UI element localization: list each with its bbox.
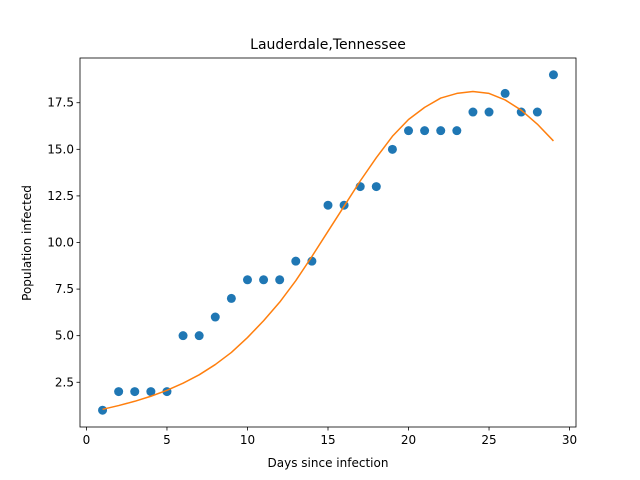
data-point: [371, 182, 381, 192]
data-point: [226, 293, 236, 303]
data-point: [178, 331, 188, 341]
data-point: [323, 200, 333, 210]
data-point: [98, 405, 108, 415]
data-point: [194, 331, 204, 341]
data-point: [516, 107, 526, 117]
data-point: [146, 387, 156, 397]
y-tick-label: 7.5: [55, 282, 74, 296]
y-tick-label: 5.0: [55, 329, 74, 343]
data-point: [420, 126, 430, 136]
data-point: [387, 144, 397, 154]
data-point: [242, 275, 252, 285]
x-axis-label: Days since infection: [268, 456, 389, 470]
x-tick-label: 20: [401, 433, 416, 447]
x-tick-label: 30: [562, 433, 577, 447]
y-tick-label: 15.0: [47, 142, 74, 156]
data-point: [404, 126, 414, 136]
x-tick-label: 0: [83, 433, 91, 447]
y-tick-label: 12.5: [47, 189, 74, 203]
x-tick-label: 5: [163, 433, 171, 447]
data-point: [532, 107, 542, 117]
y-axis-label: Population infected: [20, 185, 34, 301]
data-point: [436, 126, 446, 136]
data-point: [210, 312, 220, 322]
data-point: [130, 387, 140, 397]
plot-area: [98, 70, 558, 415]
y-tick-label: 17.5: [47, 96, 74, 110]
y-tick-label: 10.0: [47, 236, 74, 250]
fit-line: [102, 90, 554, 411]
axes: 0 5 10 15 20 25 30 2.5 5.0 7.5 10.0 12.5 15.0 17.5: [47, 57, 577, 447]
data-point: [259, 275, 269, 285]
data-point: [452, 126, 462, 136]
data-point: [275, 275, 285, 285]
data-point: [291, 256, 301, 266]
y-tick-label: 2.5: [55, 375, 74, 389]
x-tick-label: 15: [320, 433, 335, 447]
data-point: [484, 107, 494, 117]
data-point: [500, 88, 510, 98]
data-point: [114, 387, 124, 397]
x-tick-label: 25: [481, 433, 496, 447]
x-tick-label: 10: [240, 433, 255, 447]
data-point: [548, 70, 558, 80]
data-point: [468, 107, 478, 117]
chart-title: Lauderdale,Tennessee: [250, 37, 406, 53]
